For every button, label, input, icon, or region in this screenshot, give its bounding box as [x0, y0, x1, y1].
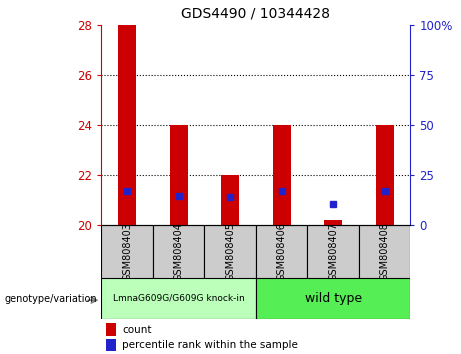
Text: LmnaG609G/G609G knock-in: LmnaG609G/G609G knock-in [113, 294, 244, 303]
Bar [376, 125, 394, 225]
FancyBboxPatch shape [256, 225, 307, 278]
Text: GSM808406: GSM808406 [277, 222, 287, 281]
Text: GSM808404: GSM808404 [174, 222, 183, 281]
FancyBboxPatch shape [307, 225, 359, 278]
Bar [101, 278, 256, 319]
Text: count: count [122, 325, 152, 335]
Text: GSM808408: GSM808408 [379, 222, 390, 281]
FancyBboxPatch shape [101, 225, 153, 278]
Text: GSM808405: GSM808405 [225, 222, 235, 281]
Bar [118, 25, 136, 225]
Bar [221, 175, 239, 225]
Text: GSM808403: GSM808403 [122, 222, 132, 281]
Text: GSM808407: GSM808407 [328, 222, 338, 281]
Text: percentile rank within the sample: percentile rank within the sample [122, 340, 298, 350]
Text: wild type: wild type [305, 292, 361, 305]
Bar [256, 278, 410, 319]
FancyBboxPatch shape [204, 225, 256, 278]
Bar [324, 220, 342, 225]
Bar [272, 125, 290, 225]
FancyBboxPatch shape [153, 225, 204, 278]
Bar [170, 125, 188, 225]
FancyBboxPatch shape [359, 225, 410, 278]
Text: genotype/variation: genotype/variation [5, 294, 97, 304]
Title: GDS4490 / 10344428: GDS4490 / 10344428 [181, 7, 331, 21]
